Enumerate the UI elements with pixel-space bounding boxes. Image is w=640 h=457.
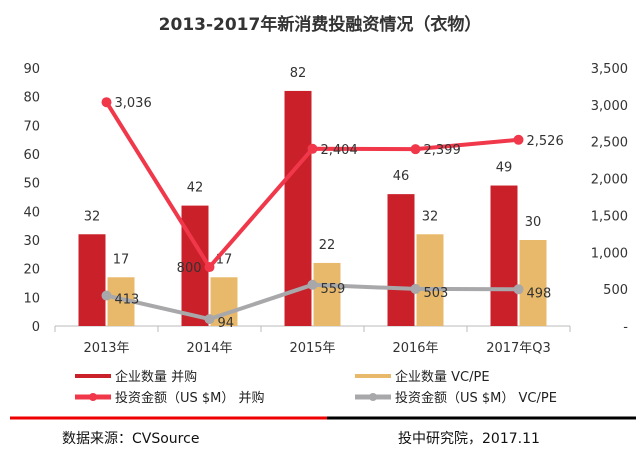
line-point	[204, 262, 215, 273]
bar-data-label: 32	[422, 209, 439, 224]
bar-data-label: 32	[84, 209, 101, 224]
line-point	[410, 144, 421, 155]
x-tick-label: 2013年	[83, 341, 129, 356]
y-left-tick-label: 30	[23, 234, 40, 249]
legend-label: 企业数量 VC/PE	[395, 369, 490, 385]
bar-data-label: 30	[525, 215, 542, 230]
series-line	[106, 282, 519, 322]
bar	[490, 185, 518, 326]
credit-note: 投中研究院，2017.11	[398, 431, 540, 447]
line-point	[204, 314, 215, 325]
line-point	[513, 284, 524, 295]
legend-label: 投资金额（US $M） 并购	[115, 390, 265, 406]
bar	[416, 234, 444, 326]
y-left-tick-label: 10	[23, 291, 40, 306]
line-data-label: 2,399	[424, 143, 461, 158]
x-tick-label: 2017年Q3	[486, 341, 551, 356]
legend-marker	[369, 393, 377, 401]
bar	[387, 194, 415, 326]
line-data-label: 800	[177, 261, 202, 276]
bar-data-label: 49	[496, 161, 513, 176]
legend-label: 投资金额（US $M） VC/PE	[395, 390, 557, 406]
series-line	[104, 101, 519, 271]
bar	[519, 240, 547, 326]
line-data-label: 413	[115, 293, 140, 308]
y-right-tick-label: 3,500	[591, 62, 628, 77]
y-left-tick-label: 90	[23, 62, 40, 77]
y-left-tick-label: 50	[23, 177, 40, 192]
y-right-tick-label: 500	[603, 283, 628, 298]
line-point	[101, 97, 112, 108]
bar-data-label: 42	[187, 181, 204, 196]
y-left-tick-label: 60	[23, 148, 40, 163]
x-tick-label: 2016年	[392, 341, 438, 356]
bar-data-label: 17	[113, 252, 130, 267]
line-data-label: 498	[527, 286, 552, 301]
x-tick-label: 2014年	[186, 341, 232, 356]
y-left-tick-label: 20	[23, 263, 40, 278]
y-left-tick-label: 40	[23, 205, 40, 220]
y-right-tick-label: 1,000	[591, 246, 628, 261]
line-data-label: 559	[321, 282, 346, 297]
legend-label: 企业数量 并购	[115, 369, 197, 385]
line-data-label: 2,404	[321, 143, 358, 158]
y-right-tick-label: 2,500	[591, 136, 628, 151]
line-data-label: 94	[218, 316, 235, 331]
y-right-tick-label: 2,000	[591, 173, 628, 188]
y-right-tick-label: 1,500	[591, 209, 628, 224]
x-tick-label: 2015年	[289, 341, 335, 356]
chart-title: 2013-2017年新消费投融资情况（衣物）	[159, 14, 482, 35]
y-left-tick-label: 70	[23, 119, 40, 134]
chart: 2013-2017年新消费投融资情况（衣物） 0 10 20 30 40 50 60 70 80 9…	[10, 14, 636, 420]
bar	[313, 262, 341, 326]
line-point	[410, 283, 421, 294]
line-point	[101, 290, 112, 301]
y-right-tick-label: 3,000	[591, 99, 628, 114]
legend-marker	[89, 393, 97, 401]
y-left-tick-label: 80	[23, 91, 40, 106]
y-right-tick-label: -	[623, 320, 628, 335]
line-data-label: 2,526	[527, 134, 564, 149]
bar-data-label: 82	[290, 66, 307, 81]
y-left-tick-label: 0	[32, 320, 40, 335]
bar-data-label: 46	[393, 169, 410, 184]
line-point	[513, 134, 524, 145]
bar	[78, 234, 106, 326]
line-data-label: 503	[424, 286, 449, 301]
line-data-label: 3,036	[115, 96, 152, 111]
line-point	[307, 279, 318, 290]
bar-data-label: 22	[319, 238, 336, 253]
line-point	[307, 143, 318, 154]
source-note: 数据来源：CVSource	[62, 431, 200, 447]
